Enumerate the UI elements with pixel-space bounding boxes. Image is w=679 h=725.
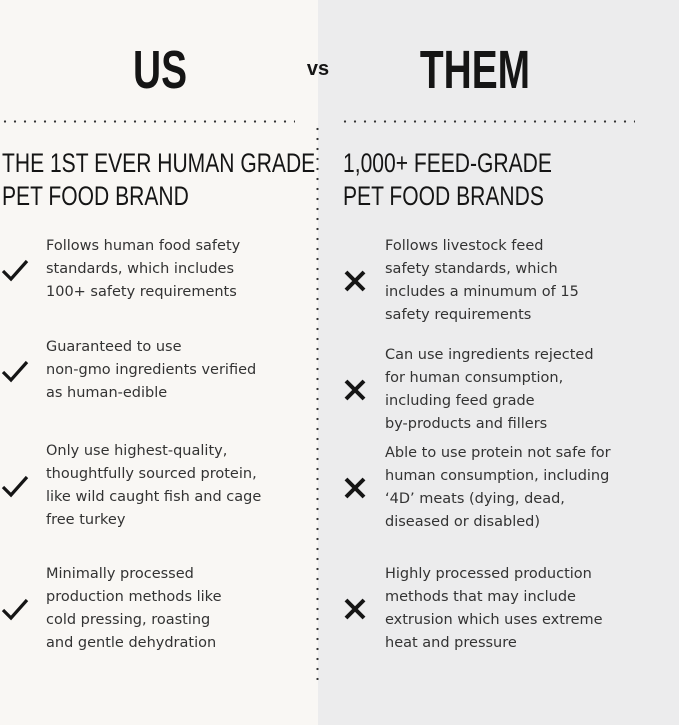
x-icon [340, 269, 370, 293]
item-text-line: Follows livestock feed [385, 238, 544, 254]
item-text-line: thoughtfully sourced protein, [46, 466, 257, 482]
item-text-line: includes a minumum of 15 [385, 284, 579, 300]
item-text-line: Guaranteed to use [46, 339, 182, 355]
vertical-dotted-divider [316, 124, 319, 680]
item-text-line: by-products and fillers [385, 416, 548, 432]
item-text-line: standards, which includes [46, 261, 235, 277]
them-subtitle-line: 1,000+ FEED-GRADE [343, 148, 552, 178]
vs-label: vs [306, 58, 330, 80]
item-text-line: Follows human food safety [46, 238, 241, 254]
item-text-line: Only use highest-quality, [46, 443, 228, 459]
right-dotted-divider [340, 120, 635, 123]
checkmark-icon [0, 597, 30, 621]
item-text-line: cold pressing, roasting [46, 612, 211, 628]
item-text-line: non-gmo ingredients verified [46, 362, 257, 378]
item-text-line: methods that may include [385, 589, 576, 605]
item-text: Guaranteed to use non-gmo ingredients ver… [46, 336, 256, 405]
item-text-line: like wild caught fish and cage [46, 489, 262, 505]
item-text-line: extrusion which uses extreme [385, 612, 603, 628]
item-text-line: safety requirements [385, 307, 532, 323]
checkmark-icon [0, 474, 30, 498]
checkmark-icon [0, 258, 30, 282]
them-subtitle: 1,000+ FEED-GRADE PET FOOD BRANDS [343, 147, 552, 213]
us-heading: US [132, 40, 187, 100]
item-text-line: for human consumption, [385, 370, 564, 386]
item-text: Only use highest-quality, thoughtfully so… [46, 440, 261, 532]
item-text-line: Highly processed production [385, 566, 592, 582]
item-text-line: including feed grade [385, 393, 535, 409]
us-subtitle-line: PET FOOD BRAND [2, 181, 189, 211]
item-text: Able to use protein not safe for human co… [385, 442, 611, 534]
item-text: Minimally processed production methods li… [46, 563, 222, 655]
them-item: Follows livestock feed safety standards, … [340, 235, 579, 327]
item-text-line: human consumption, including [385, 468, 610, 484]
checkmark-icon [0, 359, 30, 383]
us-item: Minimally processed production methods li… [0, 563, 222, 655]
them-item: Can use ingredients rejected for human co… [340, 344, 594, 436]
them-subtitle-line: PET FOOD BRANDS [343, 181, 544, 211]
item-text: Highly processed production methods that … [385, 563, 603, 655]
them-heading: THEM [419, 40, 531, 100]
us-item: Follows human food safety standards, whic… [0, 235, 240, 304]
us-item: Only use highest-quality, thoughtfully so… [0, 440, 261, 532]
us-subtitle-line: THE 1ST EVER HUMAN GRADE [2, 148, 316, 178]
item-text-line: Minimally processed [46, 566, 194, 582]
item-text-line: safety standards, which [385, 261, 558, 277]
item-text-line: as human-edible [46, 385, 168, 401]
x-icon [340, 476, 370, 500]
us-subtitle: THE 1ST EVER HUMAN GRADE PET FOOD BRAND [2, 147, 315, 213]
item-text: Follows livestock feed safety standards, … [385, 235, 579, 327]
x-icon [340, 378, 370, 402]
them-item: Highly processed production methods that … [340, 563, 603, 655]
left-dotted-divider [0, 120, 295, 123]
item-text-line: production methods like [46, 589, 222, 605]
item-text-line: heat and pressure [385, 635, 517, 651]
item-text-line: Can use ingredients rejected [385, 347, 594, 363]
item-text-line: and gentle dehydration [46, 635, 217, 651]
them-item: Able to use protein not safe for human co… [340, 442, 611, 534]
item-text: Can use ingredients rejected for human co… [385, 344, 594, 436]
item-text-line: diseased or disabled) [385, 514, 541, 530]
us-item: Guaranteed to use non-gmo ingredients ver… [0, 336, 256, 405]
item-text-line: free turkey [46, 512, 126, 528]
item-text-line: Able to use protein not safe for [385, 445, 611, 461]
item-text-line: ‘4D’ meats (dying, dead, [385, 491, 565, 507]
x-icon [340, 597, 370, 621]
item-text-line: 100+ safety requirements [46, 284, 237, 300]
item-text: Follows human food safety standards, whic… [46, 235, 240, 304]
